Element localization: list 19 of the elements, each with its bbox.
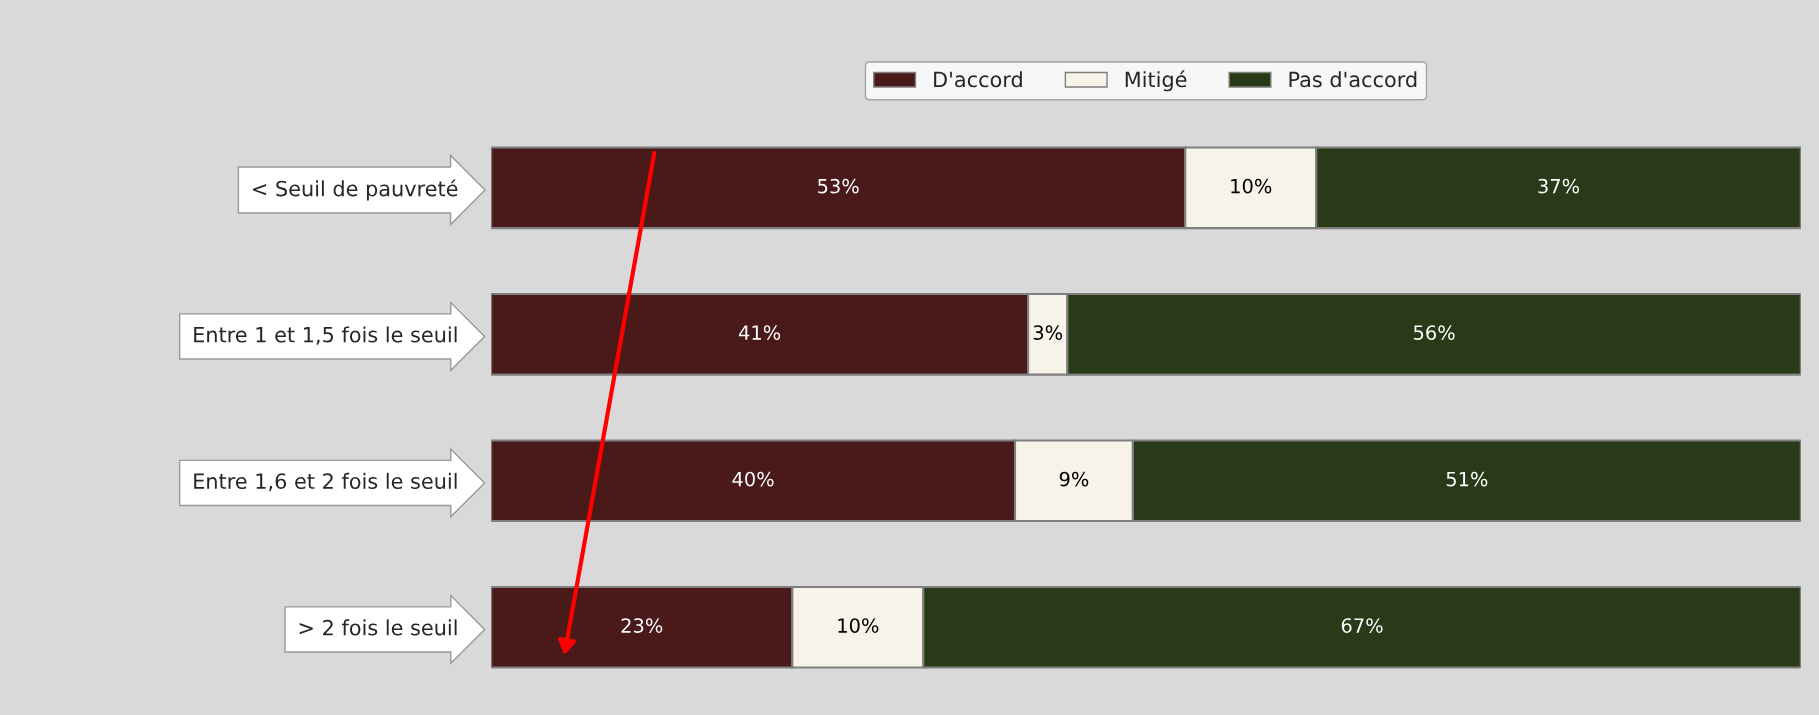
legend-label: D'accord: [934, 71, 1022, 88]
data-label: 9%: [1059, 471, 1089, 487]
y-tick-label: > 2 fois le seuil: [299, 619, 457, 636]
data-label: 51%: [1446, 471, 1488, 487]
data-label: 53%: [818, 178, 859, 194]
data-label: 37%: [1538, 178, 1580, 194]
data-label: 41%: [738, 325, 781, 340]
data-label: 23%: [621, 618, 663, 633]
data-label: 3%: [1033, 325, 1063, 340]
data-label: 67%: [1341, 618, 1383, 633]
y-tick-label: Entre 1 et 1,5 fois le seuil: [194, 326, 457, 345]
y-tick-label: Entre 1,6 et 2 fois le seuil: [194, 472, 457, 492]
data-label: 10%: [1231, 178, 1272, 194]
data-label: 56%: [1413, 325, 1455, 340]
data-label: 40%: [732, 471, 774, 487]
y-tick-label: < Seuil de pauvreté: [253, 179, 458, 201]
legend-label: Mitigé: [1125, 70, 1187, 92]
data-label: 10%: [838, 618, 879, 633]
legend-label: Pas d'accord: [1289, 71, 1417, 88]
